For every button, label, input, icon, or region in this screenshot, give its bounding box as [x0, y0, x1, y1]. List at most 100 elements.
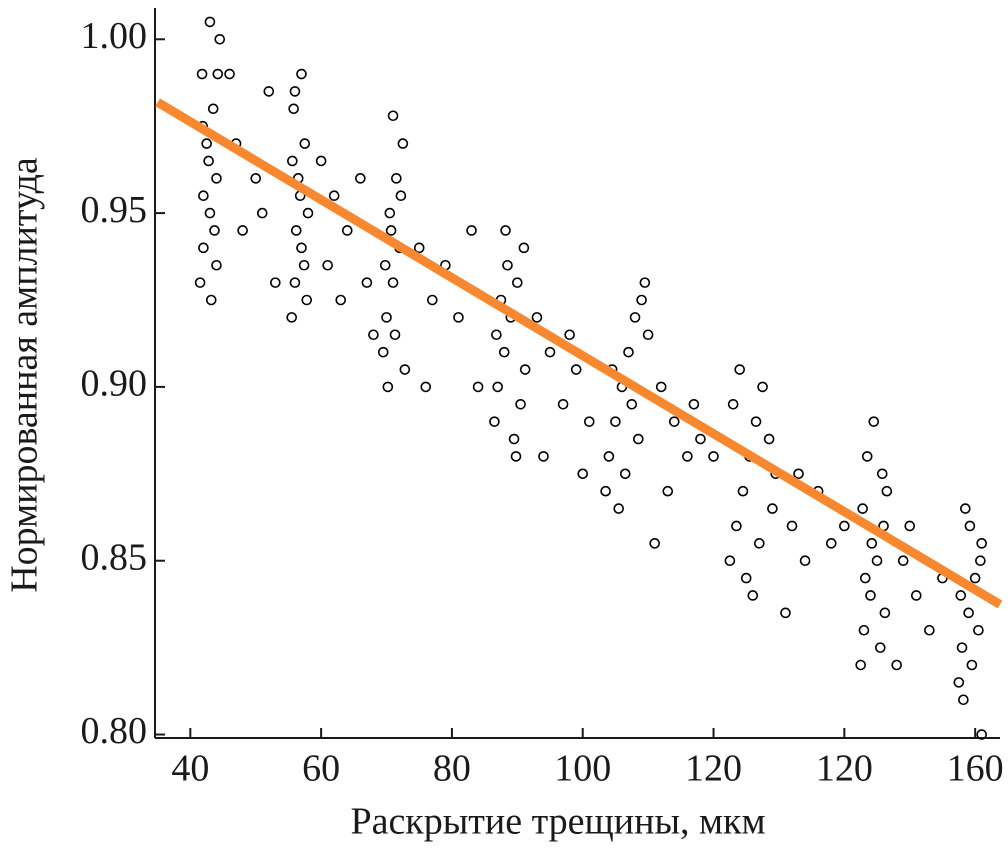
data-point: [489, 416, 500, 427]
data-point: [904, 520, 916, 532]
data-point: [211, 259, 222, 271]
data-point: [825, 538, 837, 549]
data-point: [623, 346, 634, 358]
x-tick-label: 160: [947, 748, 1004, 790]
data-point: [256, 207, 268, 219]
data-point: [875, 642, 886, 653]
data-point: [613, 503, 625, 514]
data-point: [953, 677, 965, 688]
data-point: [855, 659, 866, 671]
data-point: [865, 590, 876, 601]
data-point: [381, 312, 392, 323]
y-tick-label: 0.80: [81, 710, 148, 752]
data-point: [512, 277, 523, 288]
data-point: [866, 538, 878, 549]
data-point: [492, 381, 504, 393]
data-point: [382, 381, 394, 393]
data-point: [502, 259, 513, 271]
data-point: [633, 433, 644, 445]
data-point: [519, 364, 531, 375]
data-point: [212, 68, 224, 80]
data-point: [564, 329, 575, 341]
data-point: [205, 294, 217, 306]
data-point: [924, 624, 935, 636]
data-point: [397, 138, 409, 149]
data-point: [858, 624, 870, 636]
data-point: [964, 520, 976, 532]
data-point: [780, 607, 791, 619]
data-point: [427, 294, 438, 306]
data-point: [194, 277, 206, 288]
data-point: [296, 68, 307, 80]
data-point: [868, 416, 880, 427]
data-point: [302, 207, 314, 219]
data-point: [391, 173, 402, 184]
data-point: [286, 312, 297, 323]
data-point: [897, 555, 909, 567]
data-point: [237, 225, 248, 236]
data-point: [290, 225, 302, 236]
data-point: [377, 346, 389, 358]
y-axis-label: Нормированная амплитуда: [4, 157, 46, 593]
data-point: [668, 416, 680, 427]
data-point: [211, 173, 222, 184]
data-point: [734, 364, 745, 375]
data-point: [301, 294, 313, 306]
data-point: [969, 572, 981, 584]
data-point: [508, 433, 520, 445]
data-point: [224, 68, 235, 80]
data-point: [399, 364, 411, 375]
data-point: [740, 572, 752, 584]
y-tick-label: 1.00: [81, 15, 148, 57]
data-point: [355, 173, 366, 184]
data-point: [515, 398, 526, 410]
data-point: [727, 398, 739, 410]
data-point: [341, 225, 353, 236]
data-point: [610, 416, 621, 427]
data-point: [491, 329, 502, 341]
data-point: [299, 138, 311, 149]
x-tick-label: 80: [433, 748, 471, 790]
data-point: [966, 659, 978, 671]
data-point: [384, 207, 396, 219]
data-point: [214, 33, 226, 45]
data-point: [881, 485, 893, 497]
data-point: [385, 225, 397, 236]
data-point: [688, 398, 700, 410]
data-point: [973, 624, 984, 636]
data-point: [288, 103, 299, 115]
data-point: [298, 259, 310, 271]
y-tick-label: 0.95: [81, 189, 148, 231]
data-point: [500, 225, 511, 236]
data-point: [737, 485, 749, 497]
data-point: [639, 277, 651, 288]
data-point: [976, 538, 987, 549]
x-tick-label: 40: [171, 748, 209, 790]
x-tick-label: 120: [685, 748, 742, 790]
data-point: [379, 259, 391, 271]
data-point: [619, 468, 631, 480]
data-point: [204, 16, 216, 28]
data-point: [955, 590, 967, 601]
data-point: [649, 538, 660, 549]
data-point: [871, 555, 883, 567]
data-point: [603, 451, 615, 462]
data-point: [296, 242, 307, 254]
data-point: [207, 103, 219, 115]
data-point: [361, 277, 373, 288]
data-point: [861, 451, 873, 462]
data-point: [557, 398, 569, 410]
data-point: [270, 277, 281, 288]
data-point: [960, 503, 971, 514]
data-point: [583, 416, 595, 427]
data-point: [839, 520, 850, 532]
data-point: [209, 225, 220, 236]
data-point: [956, 642, 968, 653]
data-point: [250, 173, 262, 184]
data-point: [531, 312, 543, 323]
fit-line: [155, 98, 1003, 609]
data-point: [198, 242, 209, 254]
data-point: [466, 225, 477, 236]
data-point: [289, 277, 301, 288]
